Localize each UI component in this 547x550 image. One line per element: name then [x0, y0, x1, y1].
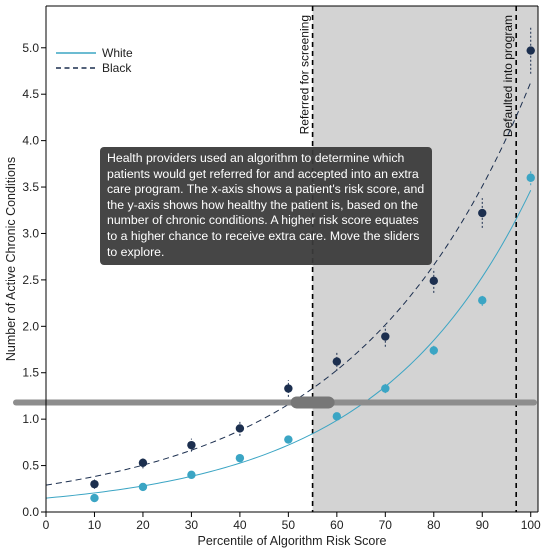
x-tick-label-6: 60 [330, 518, 344, 532]
x-tick-label-3: 30 [185, 518, 199, 532]
y-tick-label-6: 3.0 [22, 226, 39, 240]
y-tick-label-3: 1.5 [22, 366, 39, 380]
point-black-3 [235, 424, 245, 433]
x-tick-label-1: 10 [88, 518, 102, 532]
point-white-8 [478, 296, 487, 305]
point-black-1 [138, 458, 148, 467]
point-white-2 [187, 470, 196, 480]
point-white-3 [235, 453, 245, 463]
x-tick-label-5: 50 [282, 518, 296, 532]
legend-label-black: Black [102, 61, 132, 75]
point-black-6 [381, 332, 390, 341]
y-tick-label-1: 0.5 [22, 459, 39, 473]
y-tick-label-7: 3.5 [22, 180, 39, 194]
y-tick-label-4: 2.0 [22, 319, 39, 333]
point-black-8 [478, 208, 487, 218]
point-white-9 [526, 173, 535, 182]
x-tick-label-10: 100 [521, 518, 541, 532]
point-white-4 [284, 435, 293, 444]
threshold-label-0: Referred for screening [298, 15, 312, 134]
point-white-0 [90, 493, 99, 503]
point-white-7 [429, 346, 438, 355]
legend: White Black [56, 46, 133, 75]
point-black-9 [526, 46, 535, 55]
y-tick-label-2: 1.0 [22, 412, 39, 426]
data-points [90, 27, 535, 503]
x-axis-title: Percentile of Algorithm Risk Score [198, 534, 387, 548]
point-black-5 [332, 357, 342, 366]
axes [45, 5, 539, 513]
x-tick-label-8: 80 [427, 518, 441, 532]
info-tooltip: Health providers used an algorithm to de… [100, 147, 432, 266]
x-tick-label-9: 90 [476, 518, 490, 532]
x-tick-label-2: 20 [136, 518, 150, 532]
y-axis-title: Number of Active Chronic Conditions [4, 157, 18, 361]
point-black-2 [187, 440, 196, 450]
x-tick-label-7: 70 [379, 518, 393, 532]
x-tick-label-4: 40 [233, 518, 247, 532]
legend-label-white: White [102, 46, 133, 60]
x-ticks: 0 10 20 30 40 50 60 70 80 90 100 [43, 512, 541, 532]
point-black-4 [284, 384, 293, 393]
threshold-label-1: Defaulted into program [501, 15, 515, 137]
point-black-7 [429, 276, 438, 286]
y-ticks: 0.0 0.5 1.0 1.5 2.0 2.5 3.0 3.5 4.0 4.5 5.0 [22, 41, 46, 519]
y-tick-label-9: 4.5 [22, 87, 39, 101]
point-white-5 [332, 412, 342, 421]
point-black-0 [90, 479, 99, 489]
y-tick-label-5: 2.5 [22, 273, 39, 287]
y-tick-label-10: 5.0 [22, 41, 39, 55]
fit-curve-white [45, 190, 532, 499]
y-tick-label-8: 4.0 [22, 134, 39, 148]
point-white-1 [138, 482, 148, 492]
fit-curve-black [45, 82, 532, 486]
y-tick-label-0: 0.0 [22, 505, 39, 519]
x-tick-label-0: 0 [43, 518, 50, 532]
fit-curves [45, 82, 532, 499]
point-white-6 [381, 384, 390, 393]
